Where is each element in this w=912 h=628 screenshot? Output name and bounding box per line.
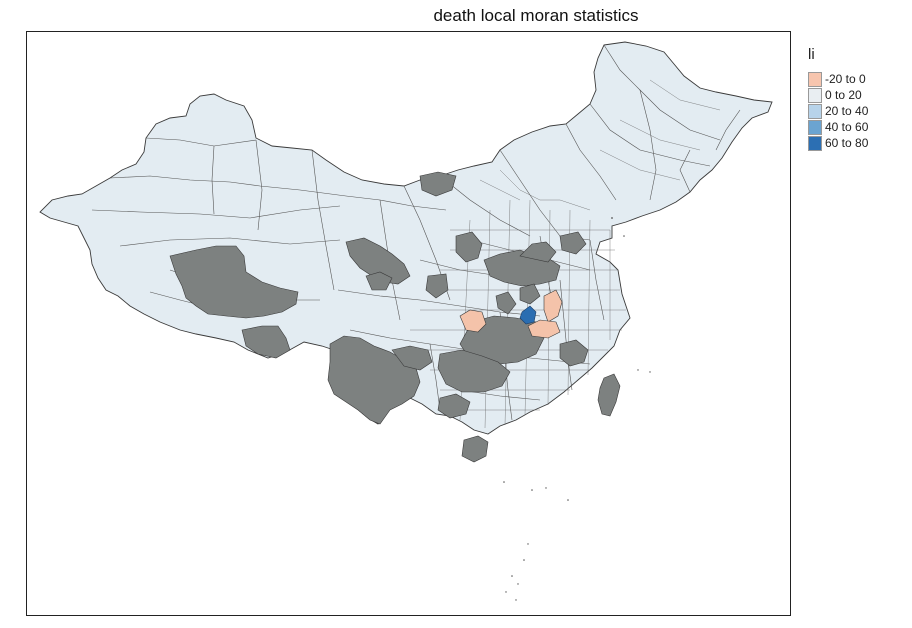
legend-item: 0 to 20 [808,87,868,103]
legend-swatch [808,87,822,103]
region-borders [91,44,741,421]
legend-swatch [808,135,822,151]
map-title: death local moran statistics [433,6,639,25]
islands [503,217,651,601]
legend-title: li [808,46,815,63]
legend-items: -20 to 0 0 to 20 20 to 40 40 to 60 60 to 80 [808,71,868,151]
negative-regions [459,289,563,339]
legend-swatch [808,71,822,87]
legend-label: 40 to 60 [825,120,869,134]
legend-label: 60 to 80 [825,136,869,150]
legend-item: 20 to 40 [808,103,868,119]
legend-label: 0 to 20 [825,88,862,102]
legend-label: -20 to 0 [825,72,866,86]
legend-item: -20 to 0 [808,71,868,87]
legend-swatch [808,103,822,119]
legend-item: 60 to 80 [808,135,868,151]
map-legend: li -20 to 0 0 to 20 20 to 40 40 to 60 60 to … [808,46,868,151]
legend-label: 20 to 40 [825,104,869,118]
missing-regions [169,171,621,463]
high-region [519,305,537,325]
legend-item: 40 to 60 [808,119,868,135]
legend-swatch [808,119,822,135]
